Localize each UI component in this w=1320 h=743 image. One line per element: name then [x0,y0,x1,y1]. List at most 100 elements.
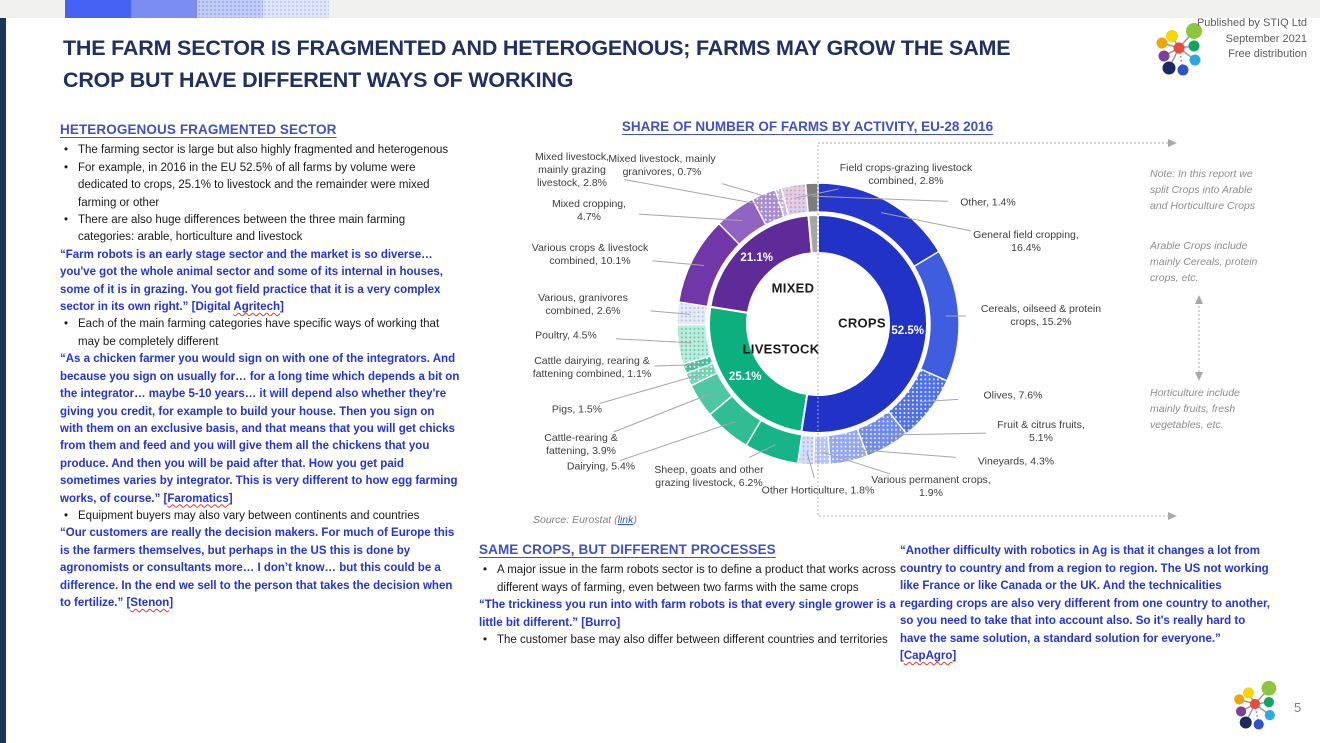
page-number: 5 [1294,700,1302,715]
quote-attribution: [CapAgro] [900,650,957,662]
right-quote-attribution: [CapAgro] [900,650,956,662]
left-column: HETEROGENOUS FRAGMENTED SECTOR The farmi… [60,121,460,612]
leader-line [795,188,839,199]
chart-label: Various crops & livestock combined, 10.1… [531,242,649,267]
donut-center-label: CROPS [838,315,886,331]
bullet-item: Each of the main farming categories have… [60,316,460,351]
title-line-1: THE FARM SECTOR IS FRAGMENTED AND HETERO… [63,36,1011,60]
bullet-item: For example, in 2016 in the EU 52.5% of … [60,160,460,212]
title-line-2: CROP BUT HAVE DIFFERENT WAYS OF WORKING [63,68,574,92]
chart-label: General field cropping, 16.4% [973,229,1079,254]
chart-label: Poultry, 4.5% [535,329,597,342]
accent-square-4 [263,0,329,18]
donut-outer-segment [913,250,960,382]
left-edge-bar [0,18,6,743]
accent-square-1 [65,0,131,18]
chart-label: Vineyards, 4.3% [977,455,1055,468]
quote-item: “Farm robots is an early stage sector an… [60,248,443,314]
source-link[interactable]: link [617,514,634,526]
quote-attribution: [Digital Agritech] [191,301,284,314]
leader-line [846,448,957,458]
donut-inner-segment [807,213,819,255]
publisher-line-2: September 2021 [1225,32,1307,45]
bullet-item: A major issue in the farm robots sector … [479,562,899,597]
right-quote: “Another difficulty with robotics in Ag … [900,543,1272,666]
leader-line [638,213,743,222]
quote-item: “Our customers are really the decision m… [60,527,455,609]
bullet-item: There are also huge differences between … [60,212,460,247]
chart-note-horticulture: Horticulture include mainly fruits, fres… [1150,387,1240,431]
donut-center-label: MIXED [771,280,815,296]
donut-inner-segment [708,305,809,433]
left-section-heading: HETEROGENOUS FRAGMENTED SECTOR [60,122,337,137]
inner-ring-percent: 52.5% [891,324,925,337]
leader-line [881,432,987,436]
leader-line [615,338,692,344]
donut-outer-segment [804,182,819,214]
chart-label: Cattle-rearing & fattening, 3.9% [544,432,618,457]
donut-outer-segment [717,198,767,246]
donut-outer-segment [817,182,940,268]
flagged-word: Stenon [130,596,170,609]
quote-item: “As a chicken farmer you would sign on w… [60,353,460,505]
leader-line [812,195,949,202]
chart-label: Mixed cropping, 4.7% [551,198,627,223]
chart-note-arable: Arable Crops include mainly Cereals, pro… [1150,240,1258,284]
donut-outer-segment [676,301,709,326]
chart-source: Source: Eurostat (link) [533,514,637,526]
chart-label: Dairying, 5.4% [566,460,636,473]
donut-outer-segment [812,434,832,466]
stiq-logo-footer [1234,680,1277,730]
accent-square-3 [197,0,263,18]
chart-title: SHARE OF NUMBER OF FARMS BY ACTIVITY, EU… [621,119,994,134]
quote-attribution: [Burro] [581,616,621,629]
chart-note-split: Note: In this report we split Crops into… [1150,168,1256,212]
chart-label: Mixed livestock, mainly grazing livestoc… [534,150,610,189]
flagged-word: Agritech [233,301,281,314]
leader-line [919,398,959,403]
donut-outer-segment [780,182,809,217]
leader-line [613,393,711,433]
chart-label: Other Horticulture, 1.8% [761,484,875,497]
donut-outer-segment [677,222,741,308]
chart-label: Pigs, 1.5% [551,403,603,416]
right-quote-text: “Another difficulty with robotics in Ag … [900,545,1270,645]
mid-section: SAME CROPS, BUT DIFFERENT PROCESSES A ma… [479,541,899,650]
inner-ring-percent: 21.1% [740,252,773,265]
leader-line [654,364,697,367]
donut-outer-segment [676,323,712,366]
mid-section-items: A major issue in the farm robots sector … [479,562,899,649]
donut-outer-segment [745,419,803,465]
chart-label: Mixed livestock, mainly granivores, 0.7% [608,153,716,178]
donut-outer-segment [751,188,785,226]
leader-line [821,451,891,475]
page-title: THE FARM SECTOR IS FRAGMENTED AND HETERO… [63,32,1133,96]
leader-line [624,179,769,207]
donut-outer-segment [681,355,715,375]
donut-outer-segment [827,427,869,466]
leader-line [880,212,972,232]
leader-line [721,183,783,202]
chart-label: Fruit & citrus fruits, 5.1% [997,419,1085,444]
chart-label: Other, 1.4% [960,196,1016,209]
top-accent-strip [0,0,1320,18]
donut-center-label: LIVESTOCK [742,341,820,357]
quote-attribution: [Faromatics] [163,492,233,505]
leader-line [652,260,705,267]
leader-line [806,451,815,479]
donut-outer-segment [796,434,816,466]
flagged-word: Faromatics [167,492,229,505]
quote-attribution: [Stenon] [126,596,174,609]
quote-item: “The trickiness you run into with farm r… [479,599,896,629]
donut-outer-segment [708,394,762,447]
arable-horticulture-arrow [1195,295,1203,381]
bullet-item: The customer base may also differ betwee… [479,632,899,650]
publisher-line-1: Published by STIQ Ltd [1196,17,1307,29]
leader-line [748,444,776,458]
leader-line [620,421,736,461]
mid-section-heading: SAME CROPS, BUT DIFFERENT PROCESSES [479,542,776,557]
chart-label: Field crops-grazing livestock combined, … [839,162,973,187]
donut-outer-segment [685,362,719,387]
chart-label: Various, granivores combined, 2.6% [538,292,628,317]
